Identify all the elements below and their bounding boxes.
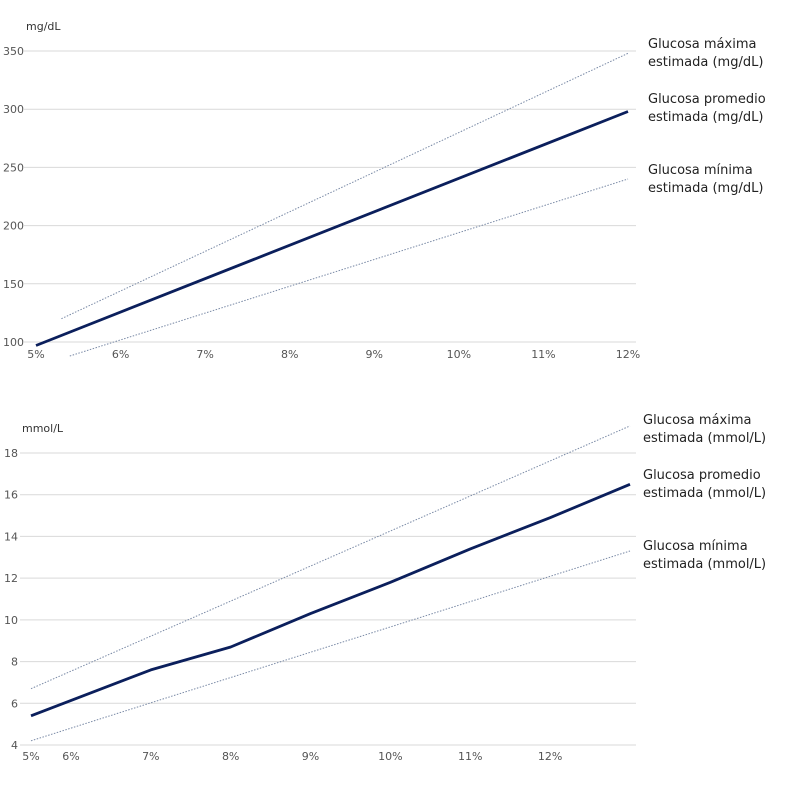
chart2-x-tick-label: 10%: [378, 750, 402, 763]
chart2-max-legend-line1: Glucosa máxima: [643, 413, 751, 428]
chart1-avg-legend-line2: estimada (mg/dL): [648, 110, 763, 125]
chart1-x-tick-label: 7%: [196, 348, 213, 361]
chart1-min-line: [69, 178, 629, 357]
chart2-x-tick-label: 6%: [62, 750, 79, 763]
chart2-y-tick-label: 12: [4, 572, 18, 585]
chart2-x-tick-label: 11%: [458, 750, 482, 763]
chart1-max-line: [61, 52, 629, 320]
chart1-x-tick-label: 6%: [112, 348, 129, 361]
chart2-x-tick-label: 9%: [302, 750, 319, 763]
chart1-avg-legend-line1: Glucosa promedio: [648, 92, 766, 107]
chart1-avg-line: [35, 110, 629, 347]
chart2-avg-line: [30, 483, 631, 718]
chart2-unit-label: mmol/L: [22, 422, 64, 435]
chart1-unit-label: mg/dL: [26, 20, 61, 33]
chart1-y-tick-label: 150: [3, 278, 24, 291]
chart2-min-legend-line1: Glucosa mínima: [643, 539, 748, 554]
chart2-x-tick-label: 8%: [222, 750, 239, 763]
chart1-x-tick-label: 10%: [447, 348, 471, 361]
chart2-max-line: [30, 425, 631, 690]
chart1-y-tick-label: 200: [3, 220, 24, 233]
chart2-x-tick-label: 7%: [142, 750, 159, 763]
chart1-min-legend-line1: Glucosa mínima: [648, 163, 753, 178]
chart2-y-tick-label: 18: [4, 447, 18, 460]
chart2-avg-legend-line2: estimada (mmol/L): [643, 486, 766, 501]
chart1-x-tick-label: 12%: [616, 348, 640, 361]
chart1-min-legend-line2: estimada (mg/dL): [648, 181, 763, 196]
chart1-x-tick-label: 5%: [27, 348, 44, 361]
chart1-y-tick-label: 300: [3, 103, 24, 116]
chart1-y-tick-label: 350: [3, 45, 24, 58]
chart1-max-legend-line2: estimada (mg/dL): [648, 55, 763, 70]
chart1-x-tick-label: 9%: [366, 348, 383, 361]
chart1-y-tick-label: 100: [3, 336, 24, 349]
chart2-y-tick-label: 14: [4, 530, 18, 543]
chart1-max-legend-line1: Glucosa máxima: [648, 37, 756, 52]
chart2-y-tick-label: 8: [11, 656, 18, 669]
chart2-x-tick-label: 5%: [22, 750, 39, 763]
chart2-min-legend-line2: estimada (mmol/L): [643, 557, 766, 572]
chart2-avg-legend-line1: Glucosa promedio: [643, 468, 761, 483]
chart1-y-tick-label: 250: [3, 161, 24, 174]
chart2-y-tick-label: 6: [11, 697, 18, 710]
chart2-y-tick-label: 4: [11, 739, 18, 752]
chart2-max-legend-line2: estimada (mmol/L): [643, 431, 766, 446]
chart1-x-tick-label: 8%: [281, 348, 298, 361]
chart2-x-tick-label: 12%: [538, 750, 562, 763]
chart2-min-line: [30, 550, 631, 742]
chart2-y-tick-label: 10: [4, 614, 18, 627]
chart1-x-tick-label: 11%: [531, 348, 555, 361]
chart2-y-tick-label: 16: [4, 489, 18, 502]
